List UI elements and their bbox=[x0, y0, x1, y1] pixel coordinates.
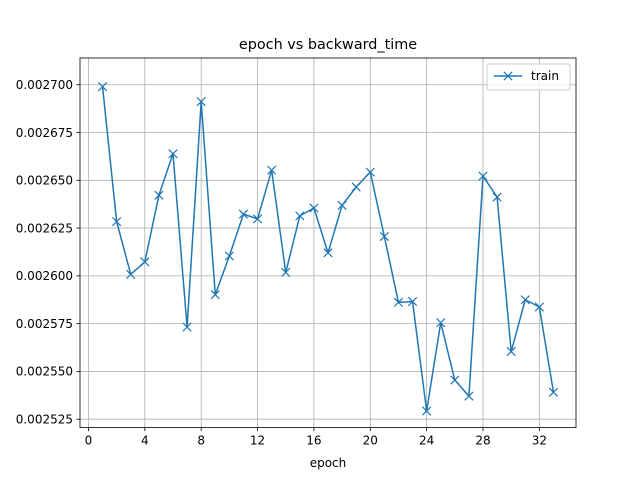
data-point bbox=[196, 96, 206, 107]
data-point bbox=[393, 297, 404, 308]
data-point bbox=[112, 216, 122, 227]
data-point bbox=[252, 214, 263, 224]
plot-area: 0 4 8 12 16 20 24 28 32 0.002525 0.002550 0.002575… bbox=[16, 57, 577, 448]
data-point bbox=[323, 248, 333, 258]
x-axis-label: epoch bbox=[310, 456, 347, 470]
data-point bbox=[365, 167, 375, 177]
y-tick-label: 0.002600 bbox=[16, 269, 73, 283]
legend-label-train: train bbox=[531, 69, 559, 83]
data-point bbox=[422, 406, 432, 416]
data-point bbox=[450, 375, 460, 385]
data-point bbox=[281, 267, 291, 278]
y-tick-label: 0.002625 bbox=[16, 221, 73, 235]
y-tick-label: 0.002700 bbox=[16, 78, 73, 92]
data-point bbox=[210, 289, 220, 300]
x-tick-label: 4 bbox=[141, 434, 149, 448]
data-point bbox=[436, 318, 446, 328]
data-point bbox=[238, 209, 249, 219]
data-point bbox=[548, 387, 559, 397]
data-point bbox=[267, 165, 277, 175]
y-tick-label: 0.002650 bbox=[16, 174, 73, 188]
data-point bbox=[478, 171, 488, 181]
x-tick-label: 8 bbox=[197, 434, 205, 448]
data-point bbox=[464, 391, 474, 401]
data-point bbox=[295, 211, 305, 221]
x-tick-label: 32 bbox=[532, 434, 547, 448]
data-point bbox=[379, 231, 389, 242]
x-tick-label: 0 bbox=[85, 434, 93, 448]
data-point bbox=[492, 192, 502, 202]
y-axis-ticks: 0.002525 0.002550 0.002575 0.002600 0.002625… bbox=[16, 78, 80, 426]
y-tick-label: 0.002675 bbox=[16, 126, 73, 140]
x-tick-label: 28 bbox=[475, 434, 490, 448]
data-point bbox=[506, 346, 516, 357]
data-point bbox=[520, 295, 530, 305]
data-point bbox=[154, 190, 164, 200]
x-tick-label: 16 bbox=[306, 434, 321, 448]
legend: train bbox=[486, 63, 571, 91]
data-point bbox=[182, 322, 192, 332]
y-tick-label: 0.002575 bbox=[16, 317, 73, 331]
x-tick-label: 20 bbox=[363, 434, 378, 448]
data-point bbox=[309, 203, 319, 213]
x-tick-label: 24 bbox=[419, 434, 434, 448]
chart-title: epoch vs backward_time bbox=[239, 37, 417, 53]
y-tick-label: 0.002550 bbox=[16, 365, 73, 379]
data-point bbox=[97, 82, 108, 92]
data-point bbox=[126, 269, 136, 279]
data-point bbox=[337, 200, 347, 210]
axes-frame bbox=[79, 57, 577, 429]
y-tick-label: 0.002525 bbox=[16, 412, 73, 426]
data-point bbox=[168, 149, 178, 159]
x-tick-label: 12 bbox=[250, 434, 265, 448]
data-point bbox=[140, 257, 150, 267]
axes-background bbox=[80, 58, 576, 428]
legend-box bbox=[486, 63, 571, 91]
data-point bbox=[407, 296, 418, 307]
x-axis-ticks: 0 4 8 12 16 20 24 28 32 bbox=[85, 427, 547, 448]
legend-marker-train bbox=[503, 71, 513, 81]
data-point bbox=[351, 182, 361, 192]
data-point bbox=[534, 302, 544, 312]
series-layer bbox=[97, 82, 559, 416]
data-point bbox=[224, 251, 234, 261]
